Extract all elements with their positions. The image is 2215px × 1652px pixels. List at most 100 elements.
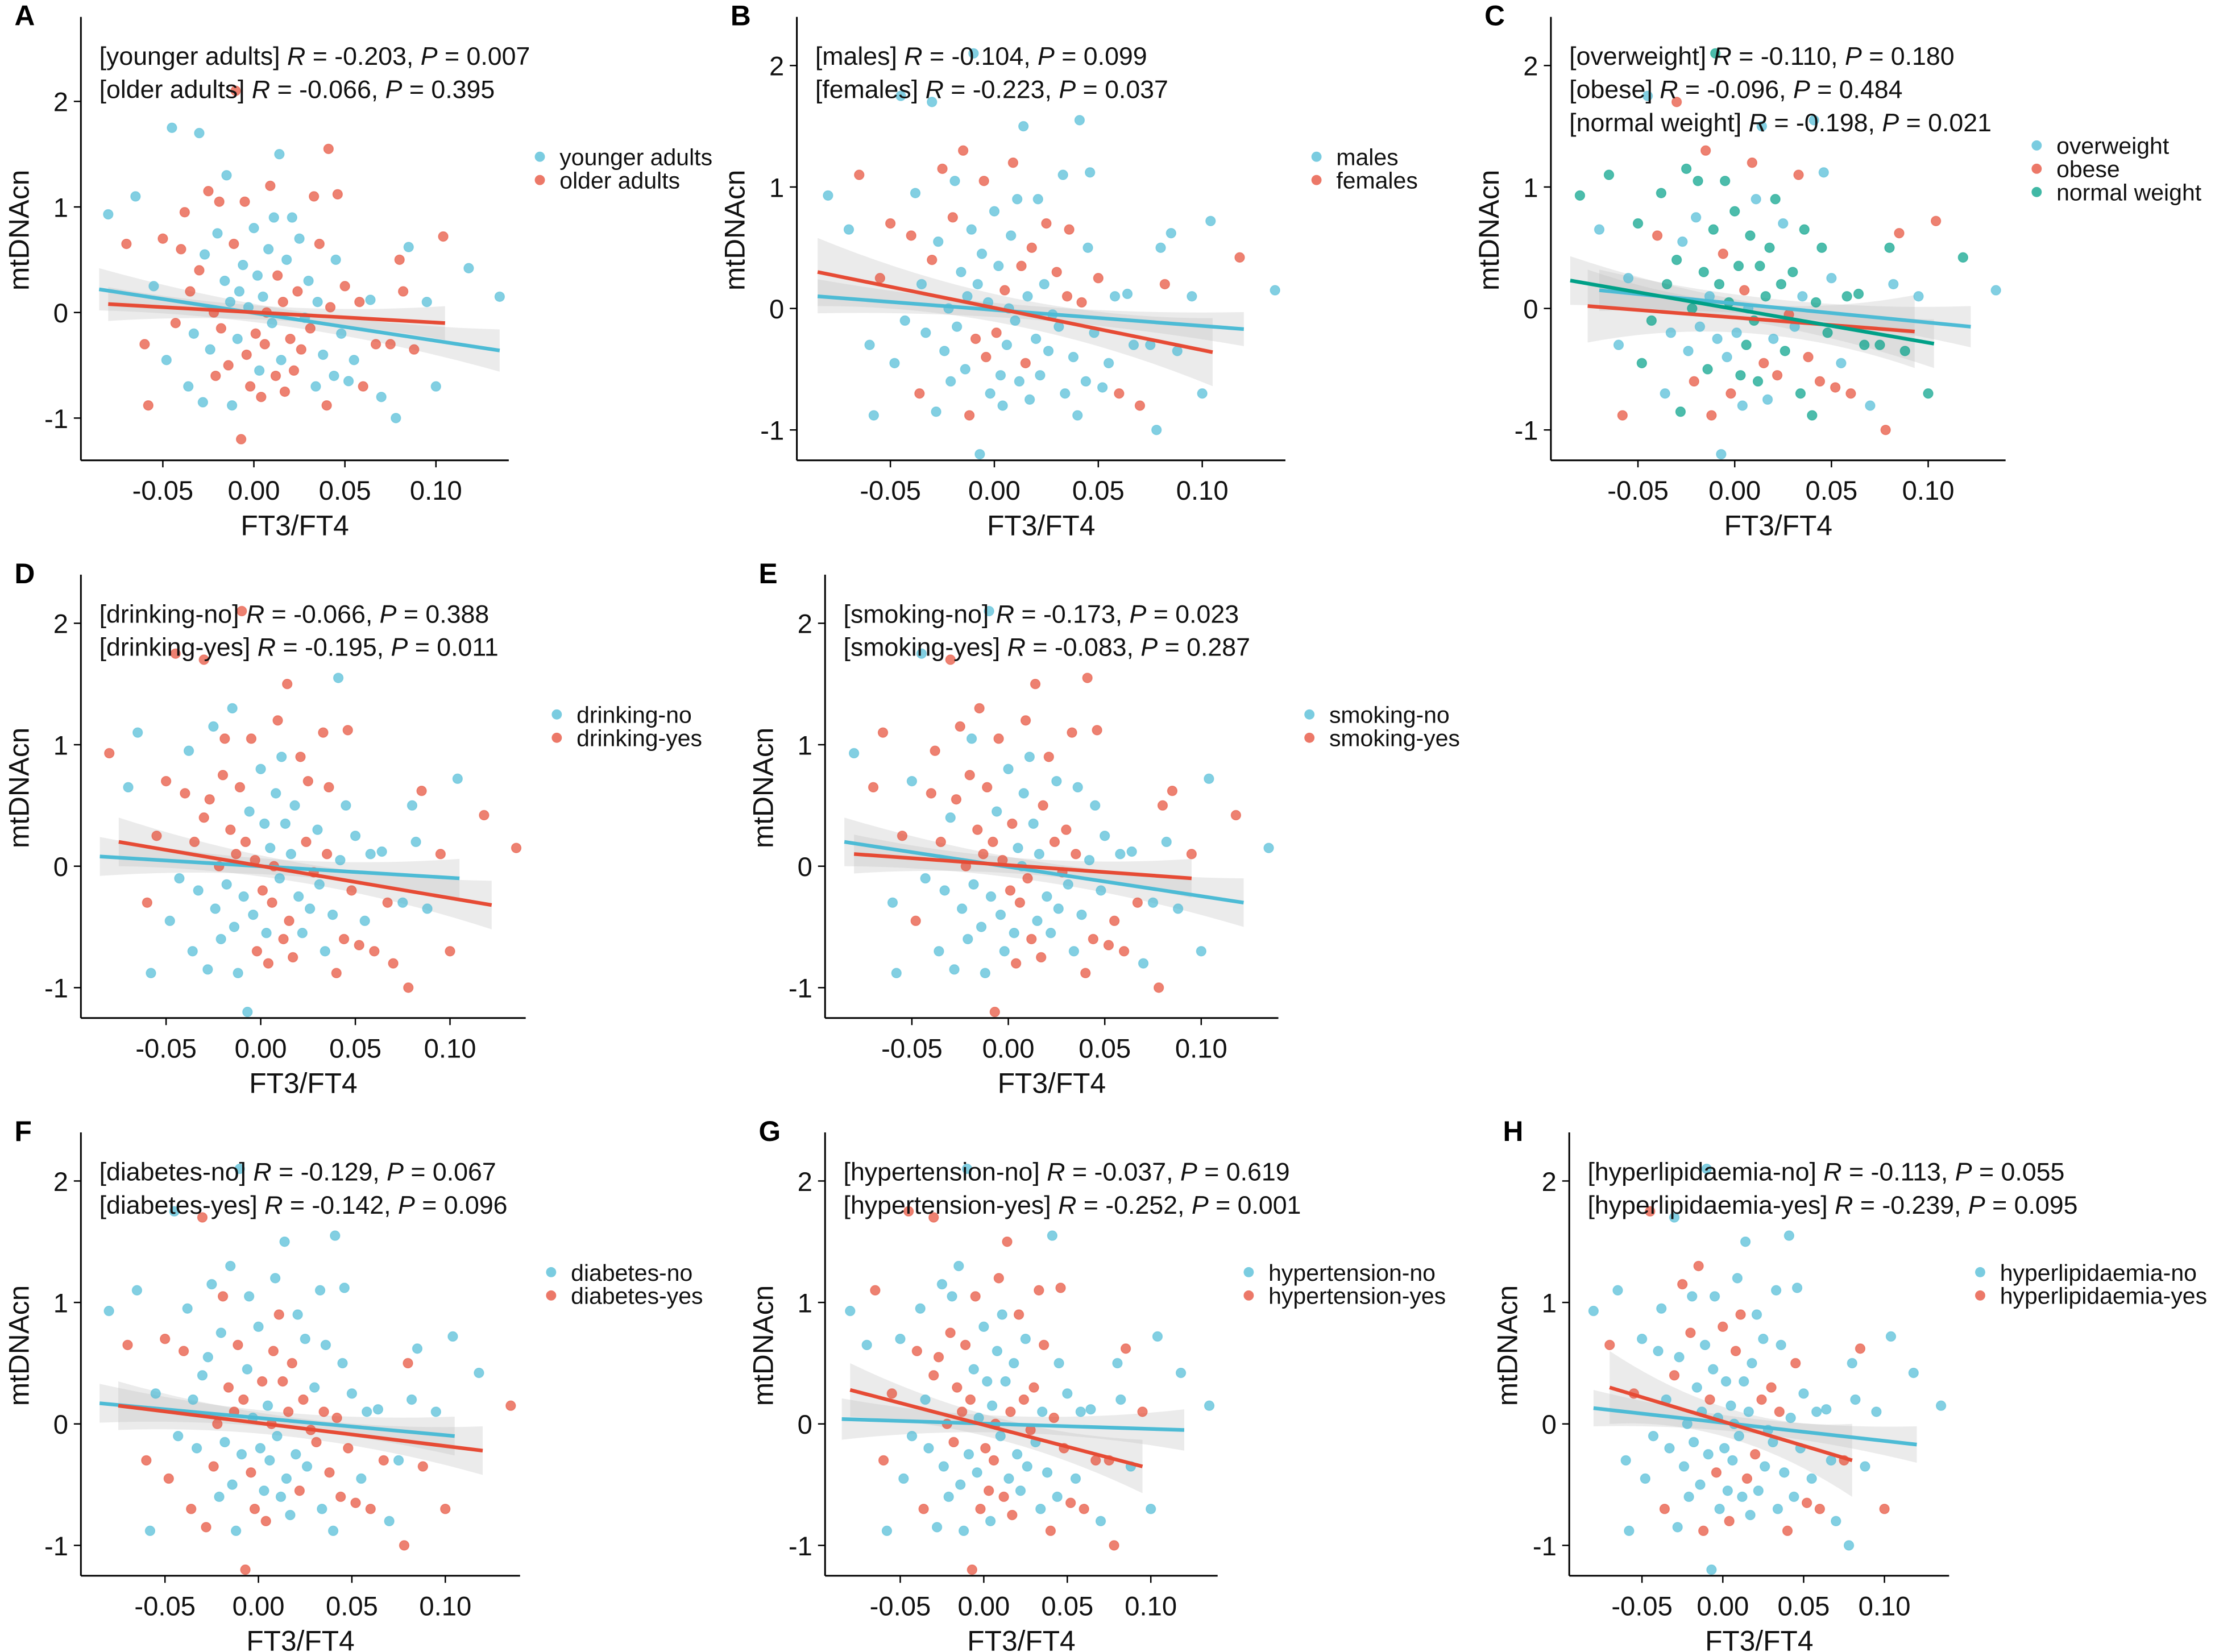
annotation-part: = -0.173, [1014,600,1129,628]
data-point [1012,194,1023,205]
data-point [1879,1504,1890,1514]
panel-d: D -0.05 0.00 0.05 0.10 -1 0 1 2 FT3/FT4 mtDNAcn [dr… [3,558,702,1099]
y-tick-label: -1 [1533,1531,1557,1562]
data-point [956,903,968,914]
data-point [947,1291,957,1302]
data-point [1859,339,1870,350]
data-point [291,1449,301,1460]
x-tick-label: 0.05 [1041,1591,1093,1621]
data-point [1028,1382,1039,1393]
data-point [372,1404,384,1415]
legend-label: females [1336,168,1417,194]
data-point [131,1285,143,1296]
panel-label: D [15,558,35,590]
data-point [1678,1461,1690,1472]
data-point [1708,224,1719,235]
data-point [210,370,221,381]
data-point [1789,1491,1799,1502]
annotation-part: = 0.619 [1197,1158,1290,1186]
data-point [976,922,987,932]
data-point [1159,279,1171,290]
data-point [376,846,387,857]
data-point [248,909,259,920]
annotation-part: R [996,600,1014,628]
data-point [1100,831,1110,841]
data-point [937,163,948,175]
data-point [854,169,865,180]
annotation-part: R [926,76,944,104]
legend-key [1304,732,1315,743]
x-tick-label: 0.05 [326,1591,378,1621]
x-tick-label: 0.10 [1176,476,1229,506]
regression-line [1587,304,1915,334]
data-point [1688,1437,1699,1448]
data-point [242,1006,253,1018]
regression-line [108,302,445,325]
data-point [210,903,221,914]
data-point [1022,291,1033,302]
data-point [843,224,855,235]
data-point [1065,1497,1076,1508]
data-point [978,176,989,186]
data-point [204,794,215,805]
legend-key [1304,709,1315,720]
data-point [1020,715,1031,726]
data-point [275,1491,287,1502]
regression-line [817,270,1213,354]
data-point [1656,1303,1667,1314]
data-point [974,703,985,714]
data-point [265,842,276,853]
data-point [911,1346,923,1356]
x-tick-label: -0.05 [860,476,921,506]
data-point [104,748,115,759]
data-point [403,1358,413,1369]
data-point [320,1339,331,1351]
legend-label: drinking-no [576,702,692,728]
data-point [1706,1564,1717,1575]
annotation-part: P [1793,76,1810,104]
data-point [236,1449,247,1460]
data-point [223,1382,234,1393]
data-point [1826,273,1837,284]
data-point [304,903,316,914]
y-tick-label: 2 [1542,1167,1557,1197]
data-point [160,775,172,787]
data-point [945,376,956,387]
data-point [920,327,931,338]
data-point [336,328,347,339]
data-point [1082,673,1093,683]
data-point [936,1279,948,1290]
data-point [1747,157,1758,168]
data-point [991,327,1002,338]
data-point [249,1504,260,1514]
data-point [897,831,908,841]
data-point [982,1376,993,1387]
data-point [1710,48,1721,59]
data-point [1704,1394,1715,1405]
data-point [148,281,159,292]
data-point [312,824,323,835]
data-point [1030,679,1041,690]
annotation-part: P [1192,1192,1209,1219]
y-axis-title: mtDNAcn [1473,170,1505,290]
x-tick-label: 0.05 [1778,1591,1830,1621]
data-point [214,1491,225,1502]
data-point [1147,897,1159,908]
legend-label: smoking-yes [1329,725,1460,752]
annotation-part: = 0.484 [1810,76,1903,104]
data-point [223,360,234,371]
data-point [233,968,243,978]
data-point [180,788,190,799]
data-point [967,1564,978,1575]
data-point [314,879,325,890]
data-point [333,673,344,683]
x-tick-label: 0.10 [1125,1591,1177,1621]
data-point [255,763,266,774]
data-point [278,933,289,945]
data-point [1690,212,1702,223]
y-tick-label: -1 [44,404,68,434]
y-tick-label: 1 [53,730,68,761]
data-point [253,1321,264,1333]
data-point [447,1331,458,1342]
data-point [421,296,432,308]
